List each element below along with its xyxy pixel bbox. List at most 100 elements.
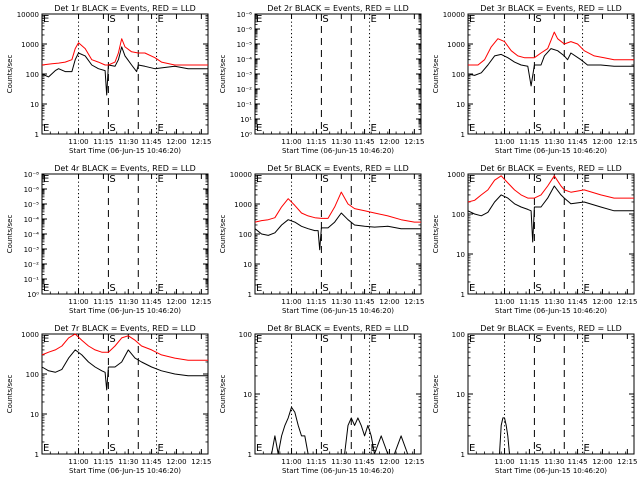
time-marker-label-top: S bbox=[535, 174, 541, 185]
time-marker-label-top: S bbox=[535, 334, 541, 345]
time-marker-label-top: E bbox=[371, 334, 377, 345]
x-tick-label: 12:00 bbox=[166, 298, 186, 306]
x-tick-label: 12:15 bbox=[617, 458, 637, 466]
x-tick-label: 12:15 bbox=[191, 298, 211, 306]
y-tick-label: 100 bbox=[26, 371, 39, 379]
x-tick-label: 12:00 bbox=[379, 298, 399, 306]
y-tick-label: 1000 bbox=[447, 41, 465, 49]
series-events bbox=[467, 48, 634, 87]
y-tick-label: 1 bbox=[35, 131, 39, 139]
time-marker-label-bottom: E bbox=[43, 283, 49, 294]
panel-det-1r: Det 1r BLACK = Events, RED = LLD Counts/s… bbox=[6, 4, 211, 155]
y-tick-label: 1 bbox=[461, 291, 465, 299]
x-tick-label: 11:15 bbox=[306, 138, 326, 146]
time-marker-label-top: E bbox=[371, 14, 377, 25]
x-axis-label: Start Time (06-Jun-15 10:46:20) bbox=[69, 147, 181, 155]
x-tick-label: 11:45 bbox=[141, 458, 161, 466]
series-events bbox=[467, 185, 634, 243]
x-tick-label: 11:45 bbox=[354, 298, 374, 306]
x-tick-label: 11:15 bbox=[519, 458, 539, 466]
time-marker-label-bottom: E bbox=[158, 283, 164, 294]
y-tick-label: 10⁻¹ bbox=[237, 101, 253, 109]
panel-det-9r: Det 9r BLACK = Events, RED = LLD Counts/s… bbox=[432, 324, 637, 475]
y-tick-label: 100 bbox=[452, 71, 465, 79]
y-tick-label: 10¹ bbox=[240, 116, 252, 124]
y-tick-label: 1000 bbox=[21, 331, 39, 339]
y-tick-label: 1000 bbox=[21, 41, 39, 49]
chart-title: Det 8r BLACK = Events, RED = LLD bbox=[267, 324, 409, 333]
x-tick-label: 11:30 bbox=[544, 138, 564, 146]
x-tick-label: 11:45 bbox=[141, 138, 161, 146]
y-tick-label: 10⁻⁶ bbox=[237, 11, 253, 19]
x-tick-label: 12:15 bbox=[404, 458, 424, 466]
time-marker-label-top: S bbox=[109, 334, 115, 345]
y-tick-label: 100 bbox=[239, 331, 252, 339]
x-tick-label: 12:00 bbox=[592, 458, 612, 466]
y-tick-label: 1000 bbox=[234, 201, 252, 209]
series-events bbox=[41, 46, 208, 96]
x-tick-label: 11:00 bbox=[68, 298, 88, 306]
chart-title: Det 4r BLACK = Events, RED = LLD bbox=[54, 164, 196, 173]
x-tick-label: 11:30 bbox=[118, 298, 138, 306]
x-tick-label: 12:15 bbox=[404, 298, 424, 306]
x-axis-label: Start Time (06-Jun-15 10:46:20) bbox=[495, 147, 607, 155]
y-tick-label: 10⁰ bbox=[27, 291, 39, 299]
y-axis-label: Counts/sec bbox=[432, 375, 440, 414]
x-axis-label: Start Time (06-Jun-15 10:46:20) bbox=[282, 307, 394, 315]
series-lld bbox=[41, 38, 208, 66]
x-tick-label: 11:45 bbox=[141, 298, 161, 306]
y-tick-label: 100 bbox=[26, 71, 39, 79]
time-marker-label-top: S bbox=[322, 334, 328, 345]
y-tick-label: 10⁻³ bbox=[24, 246, 40, 254]
x-tick-label: 11:45 bbox=[567, 138, 587, 146]
time-marker-label-bottom: S bbox=[322, 283, 328, 294]
panel-det-8r: Det 8r BLACK = Events, RED = LLD Counts/s… bbox=[219, 324, 424, 475]
x-tick-label: 11:30 bbox=[544, 298, 564, 306]
x-tick-label: 11:30 bbox=[331, 298, 351, 306]
x-tick-label: 12:00 bbox=[592, 138, 612, 146]
x-axis-label: Start Time (06-Jun-15 10:46:20) bbox=[282, 147, 394, 155]
x-tick-label: 11:15 bbox=[519, 298, 539, 306]
time-marker-label-bottom: E bbox=[256, 443, 262, 454]
time-marker-label-top: E bbox=[469, 14, 475, 25]
chart-title: Det 6r BLACK = Events, RED = LLD bbox=[480, 164, 622, 173]
x-tick-label: 11:45 bbox=[567, 458, 587, 466]
y-tick-label: 10⁻¹ bbox=[24, 276, 40, 284]
time-marker-label-bottom: S bbox=[109, 123, 115, 134]
x-tick-label: 12:00 bbox=[166, 458, 186, 466]
y-tick-label: 1 bbox=[461, 451, 465, 459]
y-tick-label: 10000 bbox=[230, 171, 252, 179]
x-tick-label: 11:30 bbox=[118, 138, 138, 146]
x-tick-label: 11:45 bbox=[567, 298, 587, 306]
time-marker-label-bottom: E bbox=[371, 283, 377, 294]
time-marker-label-top: E bbox=[43, 14, 49, 25]
y-tick-label: 10 bbox=[456, 251, 465, 259]
panel-det-4r: Det 4r BLACK = Events, RED = LLD Counts/s… bbox=[6, 164, 211, 315]
y-tick-label: 10 bbox=[456, 391, 465, 399]
series-lld bbox=[254, 191, 421, 223]
series-lld bbox=[41, 333, 208, 361]
x-tick-label: 11:30 bbox=[118, 458, 138, 466]
y-tick-label: 10000 bbox=[17, 11, 39, 19]
chart-title: Det 5r BLACK = Events, RED = LLD bbox=[267, 164, 409, 173]
time-marker-label-top: S bbox=[535, 14, 541, 25]
x-tick-label: 12:00 bbox=[379, 458, 399, 466]
y-tick-label: 1000 bbox=[447, 171, 465, 179]
x-axis-label: Start Time (06-Jun-15 10:46:20) bbox=[495, 307, 607, 315]
time-marker-label-bottom: E bbox=[584, 443, 590, 454]
time-marker-label-bottom: S bbox=[535, 283, 541, 294]
x-tick-label: 11:15 bbox=[306, 458, 326, 466]
y-tick-label: 10 bbox=[30, 101, 39, 109]
series-events bbox=[41, 349, 208, 391]
y-tick-label: 1 bbox=[248, 291, 252, 299]
chart-title: Det 3r BLACK = Events, RED = LLD bbox=[480, 4, 622, 13]
time-marker-label-top: E bbox=[256, 334, 262, 345]
x-axis-label: Start Time (06-Jun-15 10:46:20) bbox=[69, 307, 181, 315]
time-marker-label-bottom: E bbox=[371, 123, 377, 134]
y-axis-label: Counts/sec bbox=[432, 55, 440, 94]
y-tick-label: 10⁻⁶ bbox=[237, 26, 253, 34]
y-tick-label: 10⁻³ bbox=[237, 71, 253, 79]
x-tick-label: 11:15 bbox=[519, 138, 539, 146]
time-marker-label-top: S bbox=[109, 174, 115, 185]
